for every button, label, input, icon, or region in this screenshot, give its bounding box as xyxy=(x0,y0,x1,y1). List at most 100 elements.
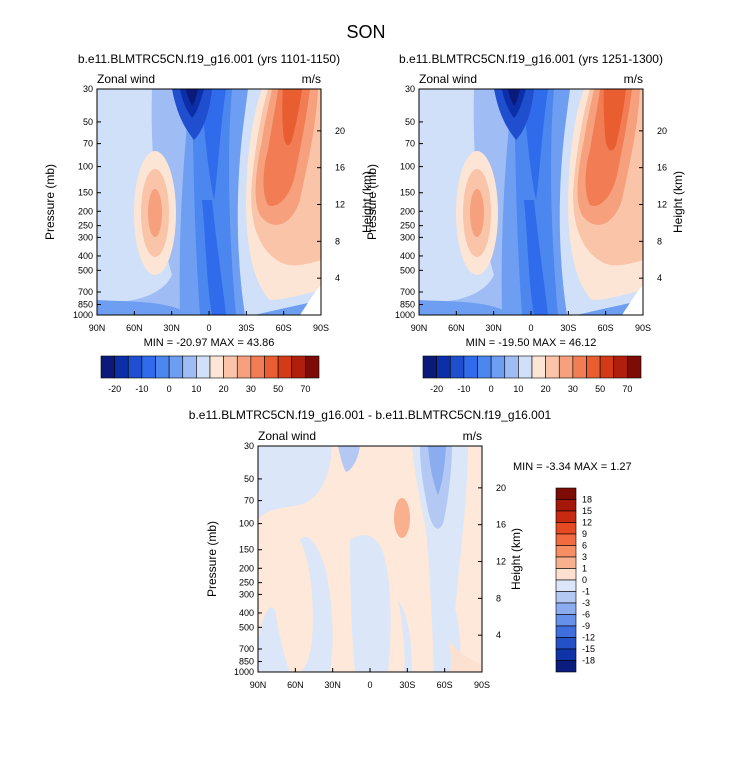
y-tick-label: 700 xyxy=(78,287,93,297)
colorbar-box xyxy=(305,355,320,379)
colorbar-box xyxy=(555,556,577,569)
y-tick-label: 70 xyxy=(83,139,93,149)
colorbar-label: -6 xyxy=(582,610,590,620)
y-tick-label: 50 xyxy=(405,117,415,127)
panel-2-units-label: m/s xyxy=(624,72,643,86)
panel-3-variable-label: Zonal wind xyxy=(258,429,316,443)
height-tick-label: 8 xyxy=(335,236,340,246)
colorbar-box xyxy=(572,355,587,379)
y-tick-label: 850 xyxy=(78,300,93,310)
colorbar-box xyxy=(555,591,577,604)
panel-1-units-label: m/s xyxy=(302,72,321,86)
panel-2-min-max: MIN = -19.50 MAX = 46.12 xyxy=(466,337,597,349)
y-tick-label: 300 xyxy=(400,232,415,242)
x-tick-label: 90N xyxy=(250,680,267,690)
x-tick-label: 30N xyxy=(485,323,502,333)
y-tick-label: 150 xyxy=(78,188,93,198)
colorbar-label: -15 xyxy=(582,644,595,654)
y-tick-label: 30 xyxy=(405,84,415,94)
colorbar-label: 70 xyxy=(300,384,310,394)
panel-3-ylabel-right: Height (km) xyxy=(509,528,523,590)
y-tick-label: 400 xyxy=(78,251,93,261)
y-tick-label: 1000 xyxy=(234,667,254,677)
height-tick-label: 4 xyxy=(335,273,340,283)
y-tick-label: 1000 xyxy=(73,310,93,320)
colorbar-label: 15 xyxy=(582,506,592,516)
colorbar-label: 9 xyxy=(582,529,587,539)
panel-1-title: b.e11.BLMTRC5CN.f19_g16.001 (yrs 1101-11… xyxy=(78,52,340,66)
y-tick-label: 70 xyxy=(405,139,415,149)
colorbar-box xyxy=(545,355,560,379)
colorbar-box xyxy=(209,355,224,379)
panel-3-ylabel: Pressure (mb) xyxy=(205,521,219,597)
colorbar-box xyxy=(555,533,577,546)
panel-1-contour-field xyxy=(97,89,321,315)
height-tick-label: 4 xyxy=(657,273,662,283)
colorbar-box xyxy=(558,355,574,379)
panel-2-ylabel: Pressure (mb) xyxy=(365,164,379,240)
colorbar-box xyxy=(291,355,306,379)
colorbar-box xyxy=(613,355,628,379)
colorbar-box xyxy=(586,355,601,379)
x-tick-label: 60N xyxy=(126,323,143,333)
x-tick-label: 60N xyxy=(448,323,465,333)
page-title: SON xyxy=(346,22,385,42)
colorbar-box xyxy=(555,510,577,523)
y-tick-label: 100 xyxy=(78,162,93,172)
colorbar-label: 10 xyxy=(191,384,201,394)
height-tick-label: 16 xyxy=(335,163,345,173)
colorbar-box xyxy=(114,355,129,379)
panel-2-ylabel-right: Height (km) xyxy=(671,171,685,233)
height-tick-label: 16 xyxy=(657,163,667,173)
panel-1-variable-label: Zonal wind xyxy=(97,72,155,86)
colorbar-label: -3 xyxy=(582,598,590,608)
colorbar-box xyxy=(627,355,642,379)
colorbar-label: -9 xyxy=(582,621,590,631)
colorbar-box xyxy=(518,355,533,379)
x-tick-label: 90S xyxy=(635,323,651,333)
colorbar-box xyxy=(141,355,156,379)
y-tick-label: 850 xyxy=(400,300,415,310)
colorbar-label: 20 xyxy=(541,384,551,394)
colorbar-label: 0 xyxy=(167,384,172,394)
colorbar-box xyxy=(449,355,465,379)
colorbar-label: 0 xyxy=(582,575,587,585)
x-tick-label: 0 xyxy=(528,323,533,333)
y-tick-label: 850 xyxy=(239,657,254,667)
colorbar-label: 70 xyxy=(622,384,632,394)
y-tick-label: 400 xyxy=(400,251,415,261)
y-tick-label: 400 xyxy=(239,608,254,618)
height-tick-label: 8 xyxy=(496,593,501,603)
y-tick-label: 30 xyxy=(244,441,254,451)
panel-3-contour-field xyxy=(258,446,482,672)
x-tick-label: 30S xyxy=(560,323,576,333)
colorbar-label: -10 xyxy=(457,384,470,394)
panel-2-contour-field xyxy=(419,89,643,315)
colorbar-box xyxy=(555,637,577,650)
panel-2: b.e11.BLMTRC5CN.f19_g16.001 (yrs 1251-13… xyxy=(365,52,685,394)
y-tick-label: 200 xyxy=(400,206,415,216)
y-tick-label: 500 xyxy=(239,622,254,632)
colorbar-label: 30 xyxy=(246,384,256,394)
y-tick-label: 50 xyxy=(244,474,254,484)
x-tick-label: 30S xyxy=(399,680,415,690)
panel-1: b.e11.BLMTRC5CN.f19_g16.001 (yrs 1101-11… xyxy=(43,52,374,394)
y-tick-label: 200 xyxy=(78,206,93,216)
height-tick-label: 4 xyxy=(496,630,501,640)
x-tick-label: 30N xyxy=(163,323,180,333)
panel-3-units-label: m/s xyxy=(463,429,482,443)
colorbar-label: 50 xyxy=(273,384,283,394)
colorbar-label: 30 xyxy=(568,384,578,394)
colorbar-box xyxy=(436,355,451,379)
panel-2-title: b.e11.BLMTRC5CN.f19_g16.001 (yrs 1251-13… xyxy=(399,52,663,66)
height-tick-label: 20 xyxy=(335,126,345,136)
panel-1-colorbar: -20 -10 0 10 20 30 50 70 xyxy=(100,355,320,394)
colorbar-label: 18 xyxy=(582,495,592,505)
colorbar-box xyxy=(100,355,115,379)
y-tick-label: 250 xyxy=(239,578,254,588)
colorbar-label: 12 xyxy=(582,518,592,528)
colorbar-label: -10 xyxy=(135,384,148,394)
